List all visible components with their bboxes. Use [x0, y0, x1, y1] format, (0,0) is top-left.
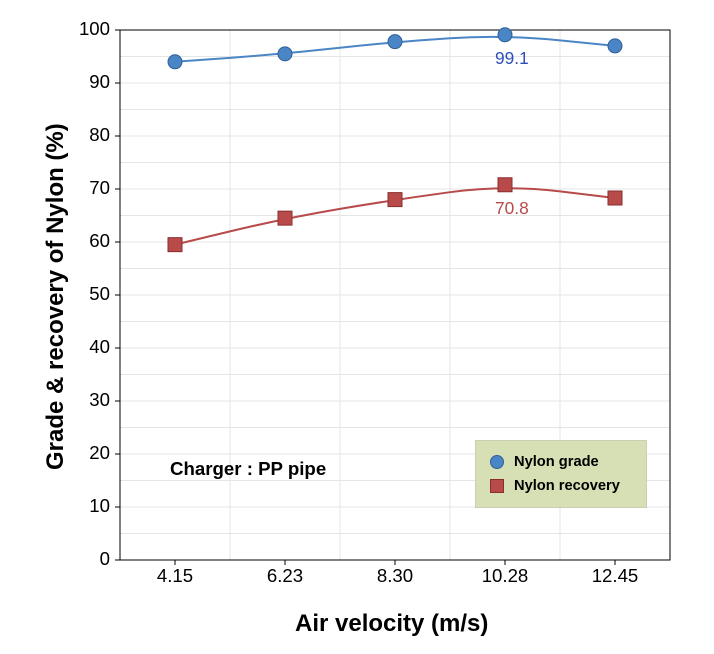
chart-root: 0 10 20 30 40 50 60 70 80 90 100 4.15 6.23 8.30 10.28 1…: [0, 0, 714, 654]
svg-text:20: 20: [89, 442, 110, 463]
svg-text:40: 40: [89, 336, 110, 357]
y-axis-label: Grade & recovery of Nylon (%): [42, 123, 70, 470]
svg-text:30: 30: [89, 389, 110, 410]
svg-text:0: 0: [100, 548, 110, 569]
svg-text:6.23: 6.23: [267, 565, 303, 586]
svg-text:100: 100: [79, 18, 110, 39]
svg-text:10.28: 10.28: [482, 565, 529, 586]
charger-label: Charger : PP pipe: [170, 458, 326, 480]
svg-text:10: 10: [89, 495, 110, 516]
legend-label-grade: Nylon grade: [514, 454, 599, 470]
x-axis-label: Air velocity (m/s): [295, 610, 488, 638]
legend-item-grade: Nylon grade: [490, 454, 634, 470]
legend-item-recovery: Nylon recovery: [490, 478, 634, 494]
svg-text:80: 80: [89, 124, 110, 145]
value-annotation: 99.1: [495, 48, 529, 69]
value-annotation: 70.8: [495, 198, 529, 219]
svg-text:12.45: 12.45: [592, 565, 639, 586]
square-icon: [490, 479, 504, 493]
svg-text:8.30: 8.30: [377, 565, 413, 586]
svg-text:50: 50: [89, 283, 110, 304]
svg-text:60: 60: [89, 230, 110, 251]
legend: Nylon grade Nylon recovery: [475, 440, 647, 508]
circle-icon: [490, 455, 504, 469]
svg-text:90: 90: [89, 71, 110, 92]
svg-text:4.15: 4.15: [157, 565, 193, 586]
legend-label-recovery: Nylon recovery: [514, 478, 620, 494]
svg-text:70: 70: [89, 177, 110, 198]
chart-plot: 0 10 20 30 40 50 60 70 80 90 100 4.15 6.23 8.30 10.28 1…: [0, 0, 714, 654]
